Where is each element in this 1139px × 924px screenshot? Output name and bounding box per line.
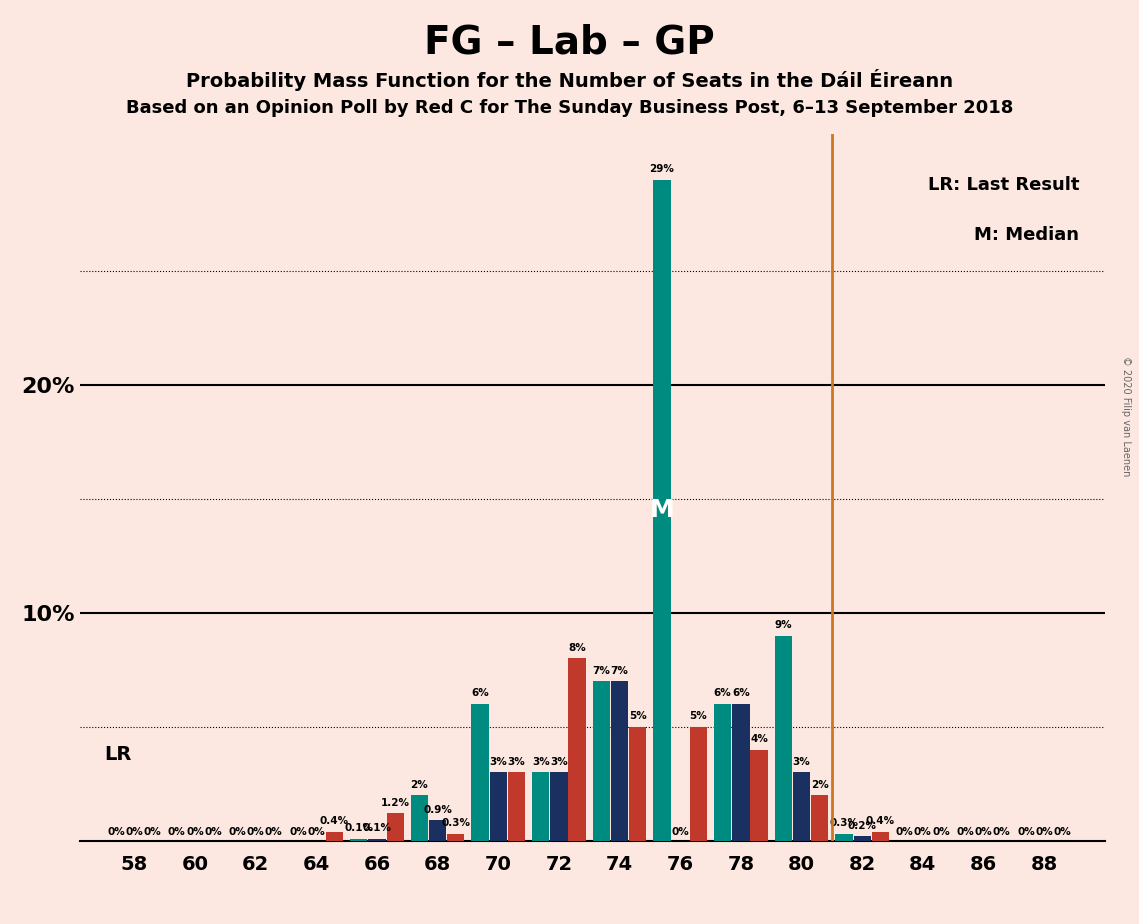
Text: 1.2%: 1.2%: [380, 797, 410, 808]
Text: 0%: 0%: [167, 827, 186, 837]
Text: 0.4%: 0.4%: [320, 816, 349, 826]
Text: 0.3%: 0.3%: [441, 819, 470, 828]
Bar: [853, 836, 871, 841]
Bar: [350, 839, 368, 841]
Bar: [386, 813, 404, 841]
Text: M: Median: M: Median: [974, 225, 1079, 244]
Bar: [568, 659, 585, 841]
Text: M: M: [649, 498, 674, 522]
Bar: [326, 832, 343, 841]
Text: 0%: 0%: [229, 827, 246, 837]
Text: 0%: 0%: [289, 827, 308, 837]
Text: 0.2%: 0.2%: [847, 821, 877, 831]
Bar: [411, 796, 428, 841]
Text: 0%: 0%: [204, 827, 222, 837]
Bar: [871, 832, 890, 841]
Bar: [751, 749, 768, 841]
Text: 0%: 0%: [308, 827, 325, 837]
Text: 0%: 0%: [975, 827, 992, 837]
Bar: [448, 834, 465, 841]
Text: 3%: 3%: [490, 757, 507, 767]
Text: 5%: 5%: [689, 711, 707, 721]
Text: 0%: 0%: [993, 827, 1010, 837]
Text: 3%: 3%: [793, 757, 811, 767]
Text: 0%: 0%: [186, 827, 204, 837]
Text: 6%: 6%: [732, 688, 749, 699]
Bar: [629, 727, 647, 841]
Text: 3%: 3%: [532, 757, 550, 767]
Bar: [550, 772, 567, 841]
Text: 0.3%: 0.3%: [829, 819, 859, 828]
Text: 0%: 0%: [1017, 827, 1035, 837]
Text: 6%: 6%: [472, 688, 489, 699]
Text: 0%: 0%: [1035, 827, 1054, 837]
Text: 0%: 0%: [895, 827, 913, 837]
Text: 5%: 5%: [629, 711, 647, 721]
Text: 0%: 0%: [125, 827, 144, 837]
Text: 29%: 29%: [649, 164, 674, 174]
Text: 8%: 8%: [568, 643, 585, 652]
Text: 0%: 0%: [247, 827, 264, 837]
Bar: [592, 681, 611, 841]
Bar: [811, 796, 828, 841]
Text: 6%: 6%: [714, 688, 731, 699]
Bar: [714, 704, 731, 841]
Text: 0.9%: 0.9%: [424, 805, 452, 815]
Text: Probability Mass Function for the Number of Seats in the Dáil Éireann: Probability Mass Function for the Number…: [186, 69, 953, 91]
Text: 2%: 2%: [410, 780, 428, 789]
Text: © 2020 Filip van Laenen: © 2020 Filip van Laenen: [1121, 356, 1131, 476]
Text: 0%: 0%: [913, 827, 932, 837]
Text: 2%: 2%: [811, 780, 828, 789]
Text: 4%: 4%: [751, 734, 768, 744]
Bar: [835, 834, 853, 841]
Text: 3%: 3%: [550, 757, 568, 767]
Text: 7%: 7%: [592, 665, 611, 675]
Text: 0%: 0%: [144, 827, 162, 837]
Text: LR: Last Result: LR: Last Result: [927, 176, 1079, 194]
Text: 0.1%: 0.1%: [362, 823, 392, 833]
Text: 0%: 0%: [671, 827, 689, 837]
Text: 0.4%: 0.4%: [866, 816, 895, 826]
Bar: [775, 636, 792, 841]
Text: FG – Lab – GP: FG – Lab – GP: [424, 23, 715, 61]
Bar: [690, 727, 707, 841]
Text: Based on an Opinion Poll by Red C for The Sunday Business Post, 6–13 September 2: Based on an Opinion Poll by Red C for Th…: [125, 99, 1014, 116]
Text: LR: LR: [104, 745, 131, 764]
Bar: [532, 772, 549, 841]
Text: 0%: 0%: [957, 827, 974, 837]
Text: 0%: 0%: [265, 827, 282, 837]
Text: 0.1%: 0.1%: [344, 823, 374, 833]
Text: 0%: 0%: [107, 827, 125, 837]
Text: 0%: 0%: [1054, 827, 1072, 837]
Bar: [490, 772, 507, 841]
Bar: [368, 839, 386, 841]
Bar: [732, 704, 749, 841]
Bar: [654, 179, 671, 841]
Bar: [508, 772, 525, 841]
Text: 0%: 0%: [932, 827, 950, 837]
Bar: [611, 681, 629, 841]
Bar: [429, 821, 446, 841]
Bar: [793, 772, 810, 841]
Bar: [472, 704, 489, 841]
Text: 7%: 7%: [611, 665, 629, 675]
Text: 3%: 3%: [508, 757, 525, 767]
Text: 9%: 9%: [775, 620, 792, 630]
